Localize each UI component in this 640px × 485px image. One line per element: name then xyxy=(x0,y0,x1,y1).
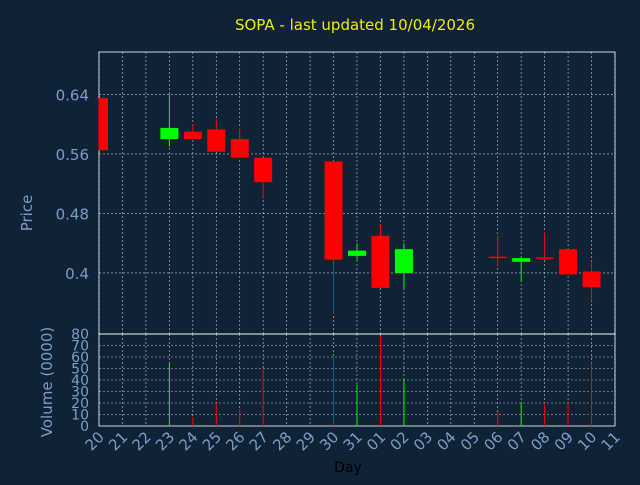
x-tick-label: 08 xyxy=(527,428,553,454)
price-tick-label: 0.64 xyxy=(56,86,89,104)
x-tick-label: 31 xyxy=(340,428,366,454)
x-tick-label: 06 xyxy=(480,428,506,454)
x-tick-label: 29 xyxy=(293,428,319,454)
candle-body xyxy=(512,258,531,262)
candle-body xyxy=(559,249,578,275)
x-tick-label: 21 xyxy=(105,428,131,454)
candle-body xyxy=(99,98,108,151)
candle-body xyxy=(535,257,554,259)
candle-body xyxy=(160,127,179,140)
x-tick-label: 24 xyxy=(175,428,201,454)
price-tick-label: 0.48 xyxy=(56,205,89,223)
volume-tick-label: 20 xyxy=(71,396,89,412)
x-tick-label: 07 xyxy=(504,428,530,454)
x-axis-label: Day xyxy=(334,460,362,476)
x-axis: 2021222324252627282930310102030405060708… xyxy=(82,428,624,476)
x-tick-label: 02 xyxy=(387,428,413,454)
x-tick-label: 04 xyxy=(433,428,459,454)
price-panel: 0.4 0.48 0.56 0.64 Price xyxy=(18,51,616,335)
candle-body xyxy=(348,250,366,256)
candle-body xyxy=(582,271,601,288)
x-tick-label: 23 xyxy=(152,428,178,454)
candle-body xyxy=(183,131,202,140)
price-tick-label: 0.4 xyxy=(65,265,89,283)
x-tick-label: 28 xyxy=(269,428,295,454)
volume-tick-label: 60 xyxy=(71,350,89,366)
candle-body xyxy=(371,235,390,288)
candle-body xyxy=(394,249,413,273)
price-axis-label: Price xyxy=(18,195,36,232)
x-tick-label: 26 xyxy=(222,428,248,454)
volume-tick-label: 70 xyxy=(71,339,89,355)
x-tick-label: 27 xyxy=(246,428,272,454)
x-tick-label: 01 xyxy=(363,428,389,454)
price-tick-label: 0.56 xyxy=(56,146,89,164)
volume-tick-label: 30 xyxy=(71,385,89,401)
x-tick-label: 25 xyxy=(199,428,225,454)
x-tick-label: 11 xyxy=(598,428,624,454)
volume-tick-label: 80 xyxy=(71,327,89,343)
x-tick-label: 22 xyxy=(129,428,155,454)
volume-tick-label: 50 xyxy=(71,362,89,378)
candle-body xyxy=(254,157,273,183)
x-tick-label: 09 xyxy=(551,428,577,454)
x-tick-label: 10 xyxy=(574,428,600,454)
volume-tick-label: 0 xyxy=(80,419,89,435)
candle-body xyxy=(488,256,507,259)
candle-body xyxy=(324,161,343,260)
chart-title: SOPA - last updated 10/04/2026 xyxy=(235,16,475,34)
x-tick-label: 03 xyxy=(410,428,436,454)
candle-body xyxy=(230,139,249,158)
volume-tick-label: 40 xyxy=(71,373,89,389)
volume-axis-label: Volume (0000) xyxy=(38,327,56,437)
volume-tick-label: 10 xyxy=(71,408,89,424)
candle-body xyxy=(207,129,226,152)
x-tick-label: 30 xyxy=(316,428,342,454)
x-tick-label: 05 xyxy=(457,428,483,454)
